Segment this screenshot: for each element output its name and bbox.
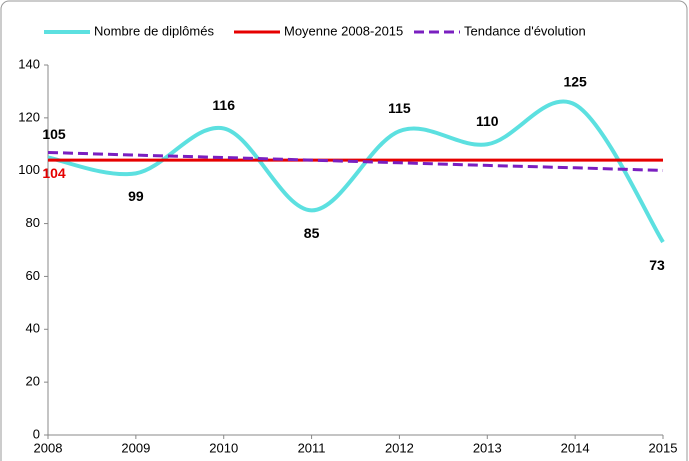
x-tick-label: 2011: [298, 440, 326, 455]
data-label: 99: [128, 188, 144, 204]
legend-label: Moyenne 2008-2015: [284, 23, 403, 38]
data-label: 110: [476, 113, 499, 129]
x-tick-label: 2013: [473, 440, 502, 455]
x-tick-label: 2009: [121, 440, 150, 455]
data-label: 125: [563, 73, 587, 89]
x-tick-label: 2014: [561, 440, 590, 455]
data-label: 85: [304, 225, 320, 241]
y-tick-label: 20: [26, 374, 40, 389]
data-label: 73: [649, 257, 665, 273]
y-tick-label: 40: [26, 321, 40, 336]
y-tick-label: 100: [18, 162, 40, 177]
mean-label: 104: [42, 165, 66, 181]
legend-label: Tendance d'évolution: [464, 23, 586, 38]
x-tick-label: 2008: [34, 440, 63, 455]
y-tick-label: 120: [18, 109, 40, 124]
y-tick-label: 80: [26, 215, 40, 230]
x-tick-label: 2010: [209, 440, 238, 455]
data-label: 115: [388, 100, 411, 116]
legend-label: Nombre de diplômés: [94, 23, 214, 38]
data-label: 116: [212, 97, 235, 113]
y-tick-label: 60: [26, 268, 40, 283]
x-tick-label: 2012: [385, 440, 414, 455]
x-tick-label: 2015: [649, 440, 678, 455]
y-tick-label: 140: [18, 56, 40, 71]
y-tick-label: 0: [33, 426, 40, 441]
data-label: 105: [42, 126, 66, 142]
series-line: [47, 150, 664, 172]
